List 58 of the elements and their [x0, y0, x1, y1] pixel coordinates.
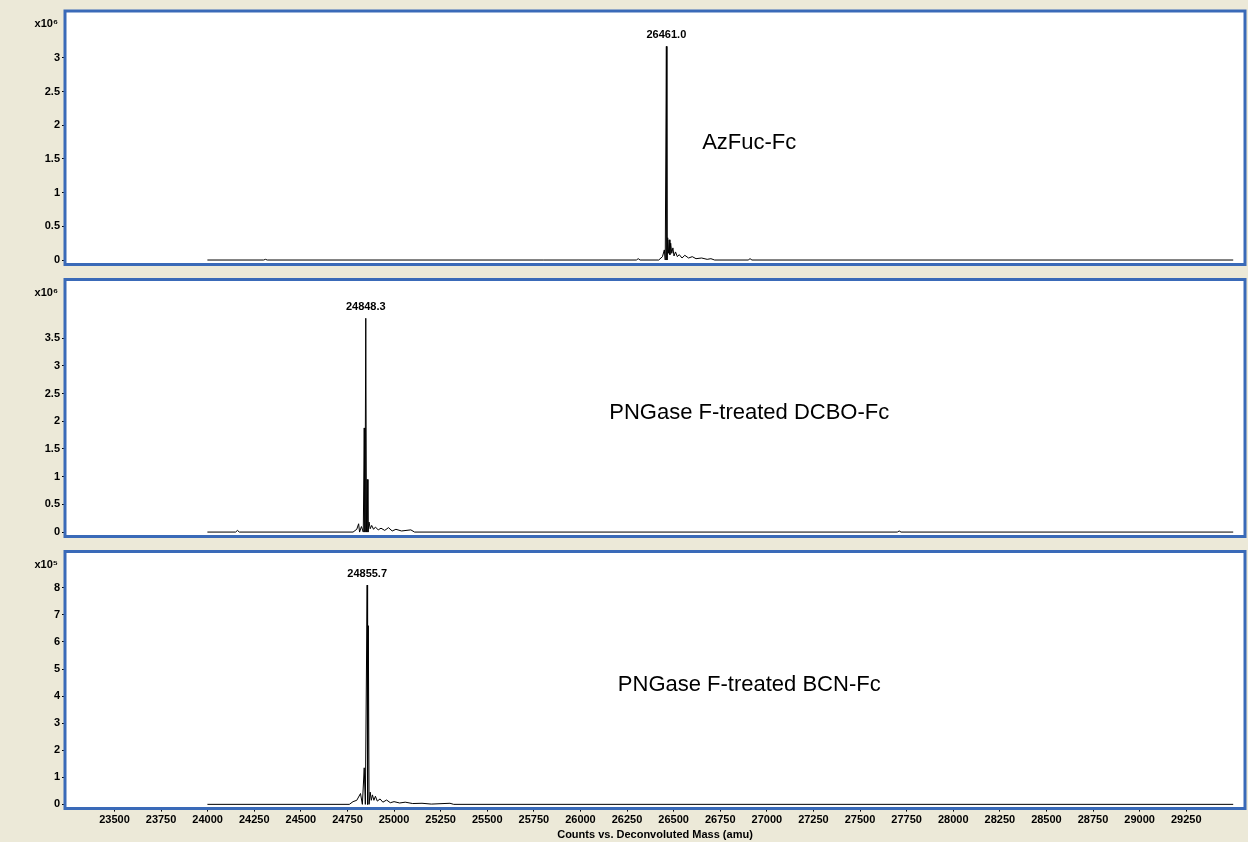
- x-tick-label: 27000: [751, 813, 783, 826]
- annotation: 26461.0: [646, 27, 687, 40]
- x-tick-label: 24750: [332, 813, 363, 826]
- y-tick-label: 0: [53, 253, 60, 266]
- annotation: AzFuc-Fc: [702, 128, 797, 154]
- x-tick-label: 27750: [891, 813, 922, 826]
- y-tick-label: 1: [53, 469, 60, 482]
- y-axis-title: x10⁵: [34, 557, 58, 570]
- annotation: 24855.7: [347, 566, 388, 579]
- x-tick-label: 26500: [658, 813, 689, 826]
- x-tick-label: 24000: [192, 813, 223, 826]
- y-tick-label: 0: [53, 525, 60, 538]
- x-tick-label: 29000: [1124, 813, 1155, 826]
- x-tick-label: 26250: [611, 813, 643, 826]
- y-tick-label: 5: [53, 662, 60, 675]
- y-tick-label: 7: [53, 607, 60, 620]
- y-tick-label: 6: [53, 634, 60, 647]
- x-axis-title: Counts vs. Deconvoluted Mass (amu): [557, 828, 754, 841]
- x-tick-label: 25500: [471, 813, 503, 826]
- y-tick-label: 1.5: [44, 442, 60, 455]
- x-tick-label: 29250: [1170, 813, 1202, 826]
- y-tick-label: 1: [53, 185, 60, 198]
- x-tick-label: 23500: [99, 813, 130, 826]
- annotation: PNGase F-treated BCN-Fc: [617, 671, 881, 697]
- y-tick-label: 0.5: [44, 497, 60, 510]
- x-tick-label: 26750: [704, 813, 736, 826]
- y-tick-label: 2.5: [44, 84, 60, 97]
- x-tick-label: 26000: [565, 813, 596, 826]
- y-tick-label: 4: [53, 689, 61, 702]
- y-tick-label: 1: [53, 770, 60, 783]
- y-tick-label: 2: [53, 743, 60, 756]
- annotation: PNGase F-treated DCBO-Fc: [609, 399, 890, 425]
- x-tick-label: 27500: [844, 813, 876, 826]
- x-tick-label: 27250: [798, 813, 829, 826]
- y-tick-label: 1.5: [44, 151, 60, 164]
- y-tick-label: 3.5: [44, 331, 60, 344]
- y-tick-label: 2.5: [44, 386, 60, 399]
- x-tick-label: 28000: [937, 813, 969, 826]
- y-axis-title: x10⁶: [34, 17, 58, 30]
- y-tick-label: 3: [53, 716, 60, 729]
- x-tick-label: 24500: [285, 813, 317, 826]
- y-tick-label: 3: [53, 50, 60, 63]
- x-tick-label: 25250: [425, 813, 456, 826]
- y-tick-label: 3: [53, 358, 60, 371]
- x-tick-label: 28500: [1031, 813, 1062, 826]
- x-tick-label: 25750: [518, 813, 550, 826]
- x-tick-label: 23750: [145, 813, 177, 826]
- x-tick-label: 28750: [1077, 813, 1109, 826]
- x-tick-label: 24250: [238, 813, 270, 826]
- x-tick-label: 25000: [378, 813, 410, 826]
- y-tick-label: 0.5: [44, 219, 60, 232]
- y-axis-title: x10⁶: [34, 285, 58, 298]
- x-tick-label: 28250: [984, 813, 1016, 826]
- y-tick-label: 2: [53, 118, 60, 131]
- y-tick-label: 2: [53, 414, 60, 427]
- y-tick-label: 8: [53, 580, 60, 593]
- y-tick-label: 0: [53, 797, 60, 810]
- annotation: 24848.3: [345, 299, 386, 312]
